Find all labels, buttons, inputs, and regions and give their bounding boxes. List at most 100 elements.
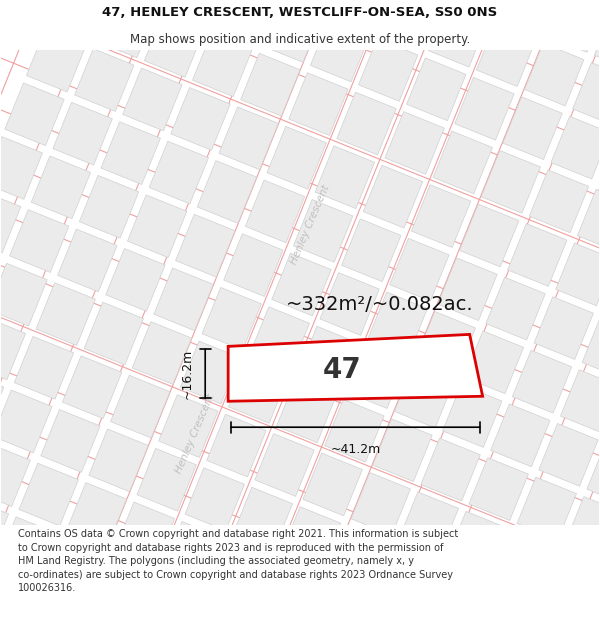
Polygon shape <box>298 326 358 389</box>
Polygon shape <box>486 278 545 340</box>
Polygon shape <box>394 365 454 428</box>
Polygon shape <box>0 317 26 380</box>
Polygon shape <box>546 0 600 52</box>
Polygon shape <box>0 390 52 452</box>
Polygon shape <box>154 268 213 331</box>
Text: 47: 47 <box>323 356 362 384</box>
Polygon shape <box>380 0 440 48</box>
Polygon shape <box>176 214 235 277</box>
Polygon shape <box>450 0 509 13</box>
Polygon shape <box>46 536 105 599</box>
Text: Map shows position and indicative extent of the property.: Map shows position and indicative extent… <box>130 32 470 46</box>
Polygon shape <box>284 0 343 9</box>
Polygon shape <box>491 404 550 467</box>
Polygon shape <box>460 204 519 267</box>
Polygon shape <box>132 322 191 384</box>
Polygon shape <box>127 195 187 258</box>
Polygon shape <box>48 0 107 38</box>
Polygon shape <box>368 292 427 355</box>
Polygon shape <box>351 472 410 535</box>
Polygon shape <box>404 619 463 625</box>
Polygon shape <box>529 170 589 232</box>
Polygon shape <box>72 609 131 625</box>
Polygon shape <box>0 444 31 506</box>
Polygon shape <box>197 161 257 223</box>
Polygon shape <box>158 395 218 458</box>
Polygon shape <box>118 0 178 4</box>
Polygon shape <box>599 136 600 198</box>
Polygon shape <box>228 334 482 401</box>
Polygon shape <box>277 380 336 442</box>
Polygon shape <box>310 19 370 82</box>
Polygon shape <box>211 541 271 604</box>
Polygon shape <box>293 199 353 262</box>
Text: Henley Crescent: Henley Crescent <box>174 393 217 476</box>
Polygon shape <box>19 463 79 526</box>
Polygon shape <box>94 556 153 619</box>
Polygon shape <box>0 190 21 253</box>
Polygon shape <box>96 0 155 58</box>
Polygon shape <box>166 0 226 24</box>
Polygon shape <box>24 590 83 625</box>
Polygon shape <box>106 249 165 311</box>
Polygon shape <box>448 511 507 574</box>
Polygon shape <box>577 189 600 252</box>
Polygon shape <box>74 49 134 111</box>
Polygon shape <box>0 371 4 433</box>
Polygon shape <box>0 517 57 579</box>
Polygon shape <box>219 107 278 170</box>
Polygon shape <box>53 102 112 165</box>
Polygon shape <box>315 146 374 209</box>
Polygon shape <box>193 34 252 97</box>
Polygon shape <box>36 282 95 346</box>
Polygon shape <box>325 399 384 462</box>
Polygon shape <box>551 116 600 179</box>
Polygon shape <box>385 112 445 174</box>
Polygon shape <box>425 565 485 625</box>
Polygon shape <box>89 429 148 492</box>
Polygon shape <box>359 39 418 101</box>
Polygon shape <box>0 136 43 199</box>
Polygon shape <box>149 141 209 204</box>
Polygon shape <box>389 238 449 301</box>
Polygon shape <box>62 356 122 419</box>
Polygon shape <box>58 229 117 292</box>
Polygon shape <box>498 0 557 32</box>
Polygon shape <box>145 14 204 77</box>
Polygon shape <box>41 409 100 472</box>
Polygon shape <box>224 234 283 296</box>
Polygon shape <box>262 0 322 62</box>
Polygon shape <box>137 448 196 511</box>
Text: ~41.2m: ~41.2m <box>330 443 380 456</box>
Polygon shape <box>214 0 274 43</box>
Polygon shape <box>303 453 362 516</box>
Polygon shape <box>572 62 600 126</box>
Polygon shape <box>476 24 536 86</box>
Polygon shape <box>0 263 47 326</box>
Polygon shape <box>539 424 598 486</box>
Polygon shape <box>5 83 64 146</box>
Polygon shape <box>190 594 249 625</box>
Polygon shape <box>356 599 415 625</box>
Polygon shape <box>238 614 298 625</box>
Polygon shape <box>163 521 223 584</box>
Polygon shape <box>412 185 471 248</box>
Polygon shape <box>512 351 572 413</box>
Polygon shape <box>469 458 529 521</box>
Polygon shape <box>84 302 143 365</box>
Polygon shape <box>233 488 293 550</box>
Polygon shape <box>241 53 300 116</box>
Polygon shape <box>407 58 466 121</box>
Polygon shape <box>10 209 69 272</box>
Polygon shape <box>565 497 600 559</box>
Polygon shape <box>399 492 458 554</box>
Polygon shape <box>0 571 35 625</box>
Polygon shape <box>416 311 476 374</box>
Polygon shape <box>455 78 514 140</box>
Polygon shape <box>464 331 524 394</box>
Polygon shape <box>544 550 600 613</box>
Polygon shape <box>524 43 584 106</box>
Text: ~332m²/~0.082ac.: ~332m²/~0.082ac. <box>286 295 473 314</box>
Text: Contains OS data © Crown copyright and database right 2021. This information is : Contains OS data © Crown copyright and d… <box>18 529 458 593</box>
Polygon shape <box>341 219 401 282</box>
